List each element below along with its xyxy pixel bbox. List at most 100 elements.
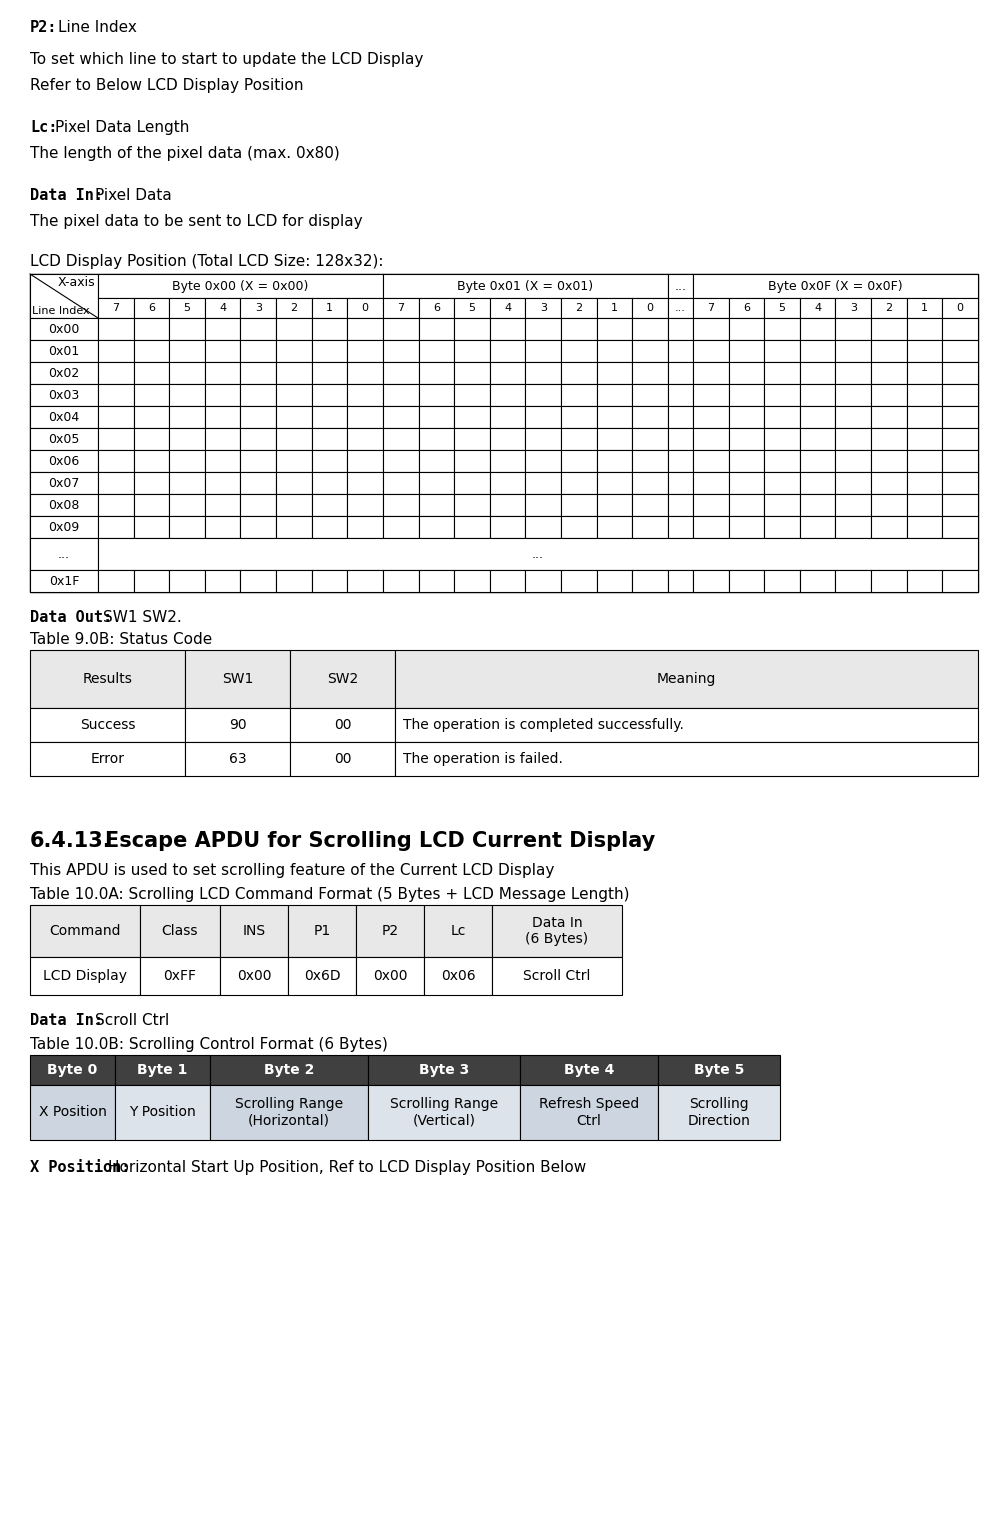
- Bar: [765, 297, 800, 319]
- Bar: [871, 472, 906, 495]
- Bar: [668, 275, 693, 297]
- Text: 63: 63: [228, 752, 246, 766]
- Bar: [30, 708, 185, 742]
- Text: ...: ...: [675, 303, 686, 313]
- Bar: [490, 451, 525, 472]
- Bar: [836, 570, 871, 592]
- Bar: [561, 495, 597, 516]
- Bar: [30, 906, 140, 957]
- Bar: [368, 1054, 520, 1085]
- Text: Results: Results: [82, 672, 133, 686]
- Bar: [800, 570, 836, 592]
- Bar: [836, 451, 871, 472]
- Bar: [525, 516, 561, 539]
- Text: 1: 1: [921, 303, 929, 313]
- Bar: [347, 407, 383, 428]
- Bar: [98, 451, 134, 472]
- Bar: [728, 407, 765, 428]
- Text: 1: 1: [326, 303, 333, 313]
- Text: ...: ...: [58, 548, 70, 560]
- Bar: [134, 472, 169, 495]
- Bar: [906, 428, 943, 451]
- Bar: [728, 472, 765, 495]
- Bar: [276, 340, 312, 363]
- Bar: [633, 472, 668, 495]
- Text: 6: 6: [148, 303, 155, 313]
- Bar: [347, 570, 383, 592]
- Bar: [490, 384, 525, 407]
- Bar: [943, 340, 978, 363]
- Bar: [490, 340, 525, 363]
- Bar: [668, 340, 693, 363]
- Bar: [871, 319, 906, 340]
- Bar: [633, 340, 668, 363]
- Text: 0x01: 0x01: [48, 344, 79, 358]
- Bar: [210, 1054, 368, 1085]
- Bar: [395, 742, 978, 777]
- Text: Command: Command: [49, 924, 121, 938]
- Bar: [693, 570, 728, 592]
- Bar: [455, 340, 490, 363]
- Text: To set which line to start to update the LCD Display: To set which line to start to update the…: [30, 52, 424, 67]
- Text: X Position:: X Position:: [30, 1161, 131, 1176]
- Bar: [668, 570, 693, 592]
- Bar: [169, 319, 205, 340]
- Bar: [424, 906, 492, 957]
- Bar: [98, 340, 134, 363]
- Text: 2: 2: [291, 303, 298, 313]
- Bar: [30, 384, 98, 407]
- Bar: [383, 363, 418, 384]
- Text: Refer to Below LCD Display Position: Refer to Below LCD Display Position: [30, 77, 304, 93]
- Bar: [455, 363, 490, 384]
- Bar: [205, 451, 240, 472]
- Bar: [134, 428, 169, 451]
- Bar: [347, 384, 383, 407]
- Bar: [205, 495, 240, 516]
- Bar: [185, 708, 290, 742]
- Bar: [800, 451, 836, 472]
- Bar: [871, 363, 906, 384]
- Text: Data In:: Data In:: [30, 1013, 103, 1029]
- Bar: [836, 472, 871, 495]
- Bar: [943, 297, 978, 319]
- Bar: [800, 428, 836, 451]
- Bar: [836, 340, 871, 363]
- Bar: [205, 297, 240, 319]
- Text: Class: Class: [162, 924, 198, 938]
- Bar: [276, 451, 312, 472]
- Bar: [943, 472, 978, 495]
- Bar: [288, 957, 356, 995]
- Bar: [418, 407, 455, 428]
- Bar: [169, 451, 205, 472]
- Bar: [347, 319, 383, 340]
- Bar: [492, 957, 622, 995]
- Text: Y Position: Y Position: [129, 1106, 196, 1120]
- Bar: [561, 472, 597, 495]
- Bar: [597, 495, 633, 516]
- Bar: [30, 340, 98, 363]
- Text: Table 10.0B: Scrolling Control Format (6 Bytes): Table 10.0B: Scrolling Control Format (6…: [30, 1038, 388, 1051]
- Bar: [418, 428, 455, 451]
- Text: 0x1F: 0x1F: [49, 575, 79, 587]
- Text: Lc:: Lc:: [30, 120, 57, 135]
- Text: Pixel Data Length: Pixel Data Length: [55, 120, 189, 135]
- Bar: [134, 340, 169, 363]
- Bar: [205, 472, 240, 495]
- Text: 3: 3: [850, 303, 857, 313]
- Bar: [490, 516, 525, 539]
- Bar: [525, 570, 561, 592]
- Bar: [906, 407, 943, 428]
- Bar: [169, 495, 205, 516]
- Bar: [525, 407, 561, 428]
- Bar: [455, 407, 490, 428]
- Text: SW1: SW1: [221, 672, 254, 686]
- Bar: [906, 340, 943, 363]
- Text: 0x03: 0x03: [48, 388, 79, 402]
- Text: 0x00: 0x00: [48, 323, 79, 335]
- Bar: [906, 472, 943, 495]
- Bar: [30, 1054, 115, 1085]
- Text: Scrolling
Direction: Scrolling Direction: [687, 1097, 750, 1127]
- Bar: [693, 340, 728, 363]
- Bar: [728, 570, 765, 592]
- Text: 3: 3: [540, 303, 547, 313]
